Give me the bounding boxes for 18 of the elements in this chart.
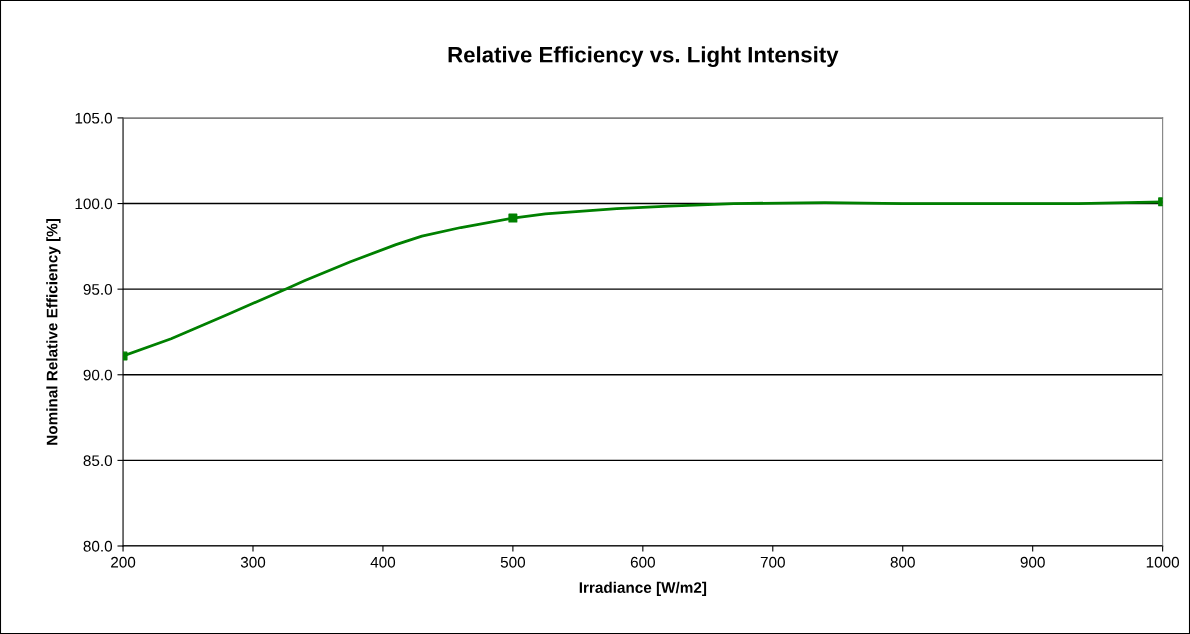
x-tick-label: 400 xyxy=(370,556,396,568)
x-tick-label: 500 xyxy=(500,556,526,568)
x-tick-label: 1000 xyxy=(1146,556,1180,568)
y-tick-label: 90.0 xyxy=(83,369,113,381)
x-tick-label: 200 xyxy=(111,556,136,568)
y-tick-label: 105.0 xyxy=(75,112,113,124)
x-axis-title: Irradiance [W/m2] xyxy=(579,581,707,597)
x-tick-label: 800 xyxy=(890,556,915,568)
y-axis-title: Nominal Relative Efficiency [%] xyxy=(46,219,61,445)
y-tick-label: 95.0 xyxy=(83,284,113,295)
x-tick-label: 900 xyxy=(1020,556,1045,568)
x-tick-label: 300 xyxy=(240,556,266,568)
y-tick-label: 85.0 xyxy=(83,455,113,467)
y-tick-label: 100.0 xyxy=(75,198,113,210)
chart-title: Relative Efficiency vs. Light Intensity xyxy=(448,46,839,68)
x-tick-label: 700 xyxy=(760,556,785,568)
x-tick-label: 600 xyxy=(630,556,655,568)
y-tick-label: 80.0 xyxy=(83,540,113,552)
